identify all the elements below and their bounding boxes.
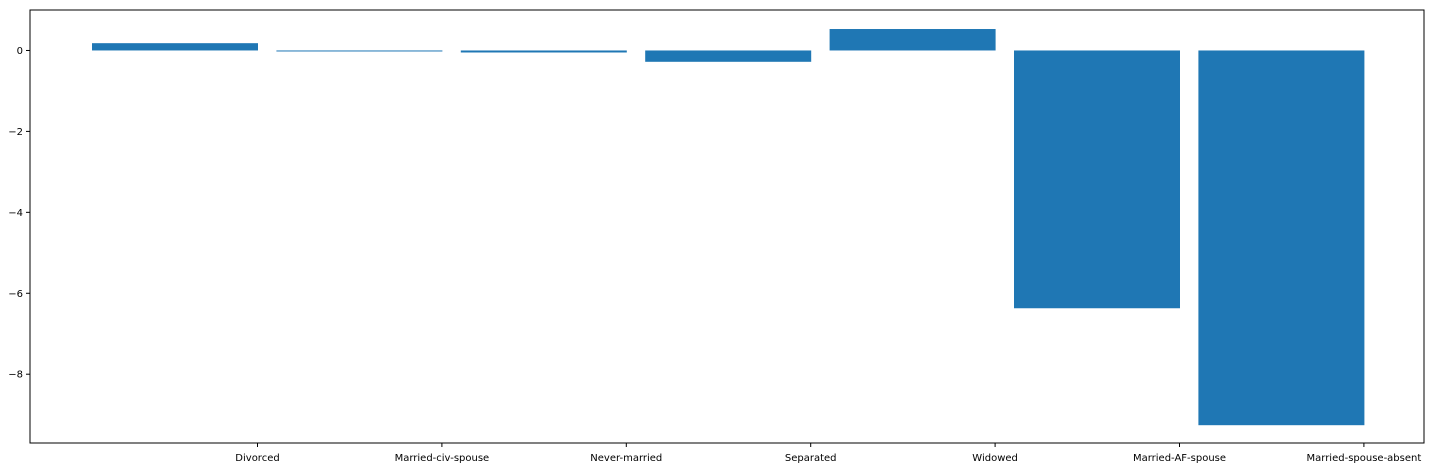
x-tick-label: Divorced — [235, 453, 279, 464]
x-tick-label: Married-spouse-absent — [1307, 453, 1422, 464]
x-tick-label: Widowed — [972, 453, 1018, 464]
bar-divorced — [92, 43, 258, 51]
y-tick-label: −2 — [8, 127, 23, 138]
y-tick-label: −8 — [8, 370, 23, 381]
bar-never-married — [460, 50, 627, 53]
plot-area — [29, 9, 1425, 444]
bar-separated — [645, 50, 812, 62]
y-tick-label: −6 — [8, 289, 23, 300]
x-tick-label: Married-civ-spouse — [395, 453, 490, 464]
x-tick-label: Married-AF-spouse — [1133, 453, 1226, 464]
x-tick-label: Separated — [785, 453, 837, 464]
y-tick-label: −4 — [8, 208, 23, 219]
plot-frame — [29, 9, 1425, 444]
y-axis: 0 −2 −4 −6 −8 — [8, 46, 30, 381]
bar-married-civ-spouse — [276, 50, 443, 52]
bars — [92, 29, 1365, 426]
x-axis: Divorced Married-civ-spouse Never-married S… — [235, 443, 1421, 464]
bar-married-spouse-absent — [1198, 50, 1365, 426]
x-tick-label: Never-married — [590, 453, 662, 464]
y-tick-label: 0 — [17, 46, 23, 57]
bar-widowed — [829, 29, 996, 51]
bar-married-af-spouse — [1014, 50, 1180, 309]
